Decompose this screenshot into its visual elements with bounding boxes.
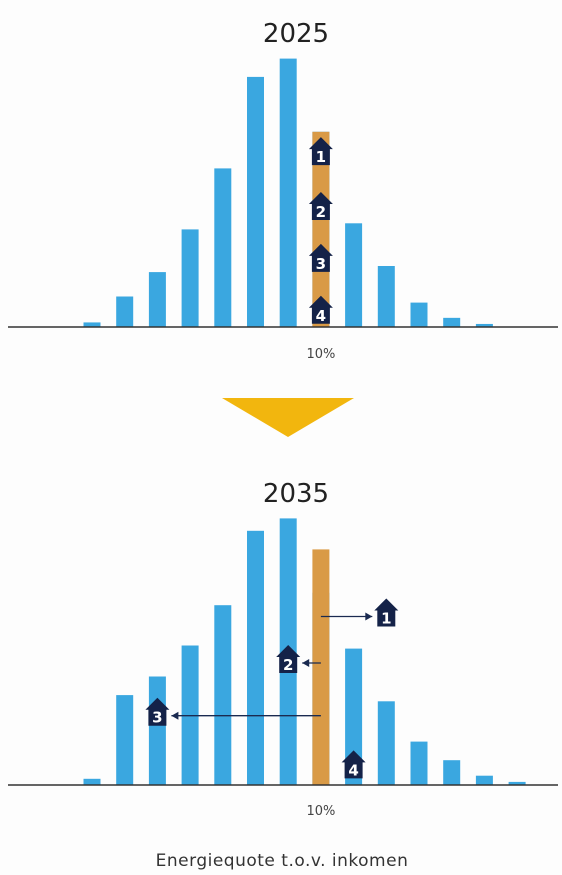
houses-2035: 1 2 3 4 xyxy=(145,598,399,779)
house-icon xyxy=(341,750,366,779)
bars-2035 xyxy=(83,518,526,785)
chart-2025: 2025 10% 1 2 3 4 xyxy=(8,19,558,362)
house-icon xyxy=(374,598,399,627)
bar xyxy=(181,229,199,327)
house-1: 1 xyxy=(308,137,333,166)
chart-title-2025: 2025 xyxy=(263,19,329,49)
highlight-bar xyxy=(312,131,330,327)
house-4: 4 xyxy=(341,750,366,779)
bar xyxy=(475,775,493,785)
bar xyxy=(83,322,101,327)
bar xyxy=(508,781,526,785)
house-icon xyxy=(308,243,333,272)
bar xyxy=(443,317,461,327)
bar xyxy=(214,605,232,785)
tick-label-2035: 10% xyxy=(306,804,335,819)
bar xyxy=(247,530,264,785)
house-label: 4 xyxy=(316,307,326,325)
house-label: 3 xyxy=(152,709,162,727)
house-icon xyxy=(308,295,333,324)
bar xyxy=(443,760,461,785)
arrowhead-icon xyxy=(171,711,179,720)
bar xyxy=(377,266,395,327)
house-label: 1 xyxy=(316,148,326,166)
bar xyxy=(116,296,134,327)
bar xyxy=(148,272,166,327)
bar xyxy=(148,676,166,785)
house-icon xyxy=(308,137,333,166)
bar xyxy=(247,76,264,328)
bars-2025 xyxy=(83,58,493,328)
chart-2035: 2035 10% 1 2 3 4 xyxy=(8,479,558,819)
bar xyxy=(345,648,363,785)
bar xyxy=(410,302,428,327)
house-2: 2 xyxy=(308,192,333,221)
bar xyxy=(475,323,493,327)
bar xyxy=(214,168,232,327)
bar xyxy=(116,695,134,785)
x-axis-label: Energiequote t.o.v. inkomen xyxy=(156,851,409,871)
house-icon xyxy=(308,192,333,221)
arrowhead-icon xyxy=(365,612,373,621)
house-label: 4 xyxy=(348,761,358,779)
highlight-bar xyxy=(312,549,330,785)
house-1: 1 xyxy=(374,598,399,628)
shift-arrows-2035 xyxy=(171,612,373,720)
bar xyxy=(83,778,101,785)
house-3: 3 xyxy=(308,243,333,273)
house-4: 4 xyxy=(308,295,333,325)
house-label: 3 xyxy=(316,255,326,273)
down-arrow-icon xyxy=(222,398,354,437)
chart-title-2035: 2035 xyxy=(263,479,329,509)
bar xyxy=(345,223,363,327)
arrowhead-icon xyxy=(302,659,310,667)
houses-2025: 1 2 3 4 xyxy=(308,137,333,325)
house-label: 1 xyxy=(381,610,391,628)
tick-label-2025: 10% xyxy=(306,347,335,362)
bar xyxy=(410,741,428,785)
house-3: 3 xyxy=(145,697,170,727)
bar xyxy=(279,58,297,327)
house-icon xyxy=(276,645,301,673)
house-icon xyxy=(145,697,170,726)
house-label: 2 xyxy=(316,203,326,221)
house-label: 2 xyxy=(283,656,293,674)
bar xyxy=(377,701,395,785)
house-2: 2 xyxy=(276,645,301,674)
